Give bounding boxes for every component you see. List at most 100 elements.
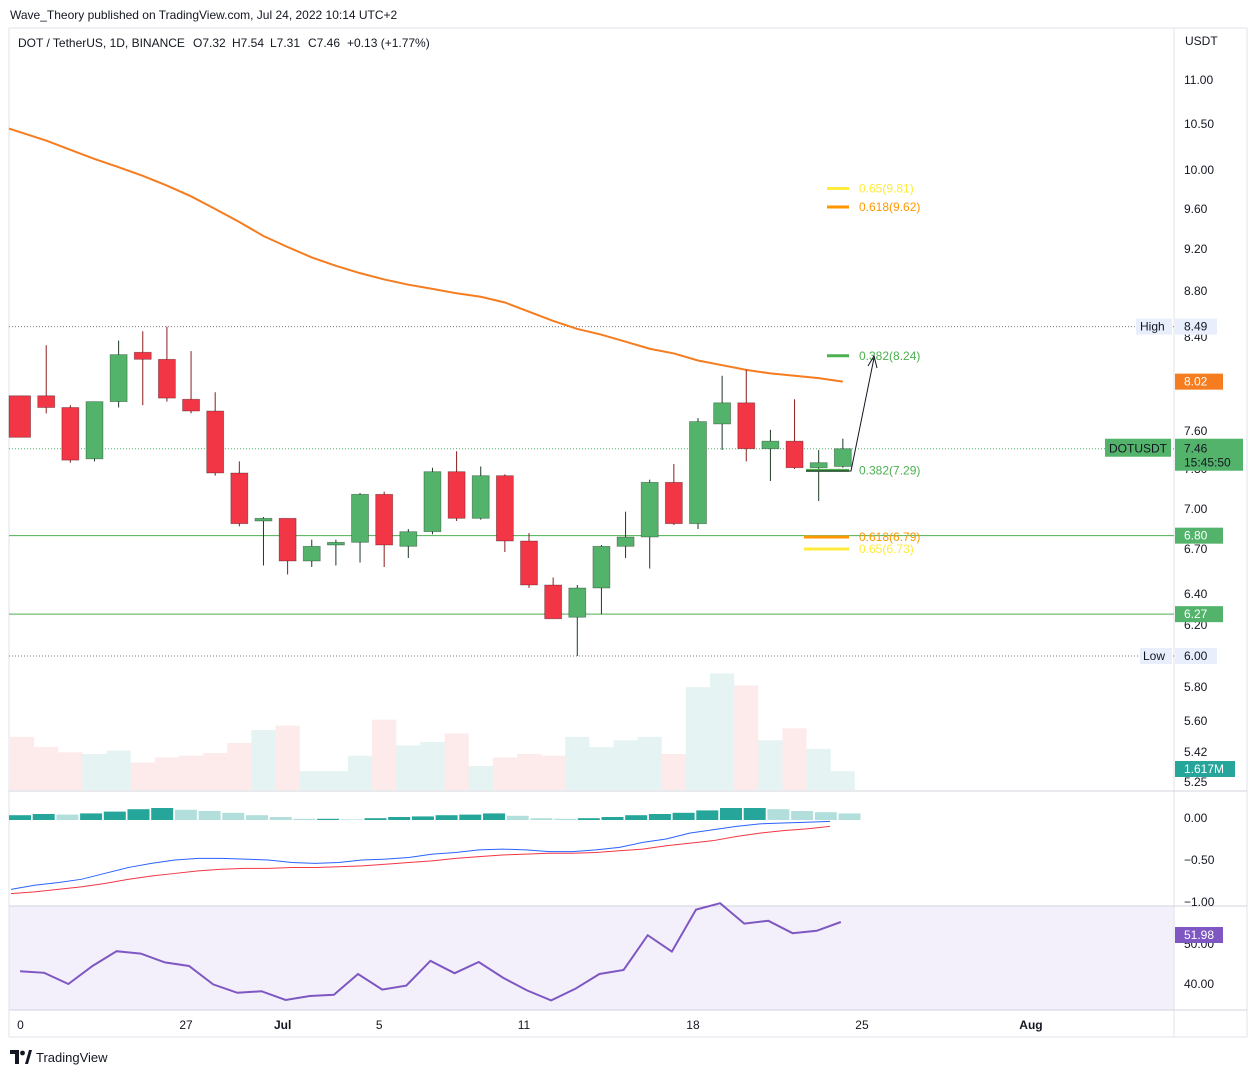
macd-histogram-bar bbox=[388, 817, 411, 820]
candle bbox=[206, 392, 225, 476]
macd-histogram-bar bbox=[269, 817, 292, 820]
volume-bar bbox=[10, 736, 35, 790]
volume-bar bbox=[734, 685, 759, 790]
time-axis-label: 0 bbox=[17, 1018, 24, 1032]
price-tick-label: 9.20 bbox=[1184, 242, 1208, 256]
fib-level-label: 0.382(8.24) bbox=[859, 349, 920, 363]
symbol-badge-bg bbox=[1105, 438, 1171, 457]
moving-average-line bbox=[8, 127, 843, 383]
ohlc-close: C7.46 bbox=[308, 36, 340, 50]
candle-body bbox=[689, 421, 707, 525]
candle bbox=[616, 511, 635, 558]
macd-tick-label: −1.00 bbox=[1184, 895, 1215, 909]
rsi-line bbox=[20, 902, 842, 1002]
candle bbox=[833, 438, 852, 468]
ohlc-high: H7.54 bbox=[232, 36, 264, 50]
candle-body bbox=[399, 531, 418, 547]
candle bbox=[471, 466, 490, 520]
volume-bar bbox=[637, 736, 662, 790]
volume-badge: 1.617M bbox=[1175, 761, 1235, 777]
price-tick-label: 5.80 bbox=[1184, 680, 1208, 694]
price-tick-label: 7.60 bbox=[1184, 424, 1208, 438]
candle bbox=[664, 463, 683, 525]
candle-body bbox=[133, 351, 152, 360]
macd-tick-label: 0.00 bbox=[1184, 811, 1208, 825]
symbol-legend: DOT / TetherUS, 1D, BINANCE O7.32 H7.54 … bbox=[18, 36, 430, 50]
macd-histogram-bar bbox=[103, 811, 126, 820]
volume-bar bbox=[299, 771, 324, 790]
volume-bar bbox=[444, 733, 469, 790]
volume-bar bbox=[130, 762, 155, 790]
candle bbox=[278, 517, 297, 575]
volume-bar bbox=[82, 754, 107, 790]
price-axis-unit: USDT bbox=[1185, 34, 1218, 48]
candle-body bbox=[158, 358, 176, 399]
volume-bar bbox=[396, 745, 421, 790]
time-axis-label: Jul bbox=[274, 1018, 291, 1032]
macd-histogram-bar bbox=[483, 813, 505, 820]
support2-badge-bg bbox=[1175, 606, 1223, 623]
macd-signal-line bbox=[10, 825, 831, 895]
macd-histogram-bar bbox=[435, 815, 458, 820]
time-axis-label: 25 bbox=[855, 1018, 869, 1032]
volume-badge-text: 1.617M bbox=[1184, 762, 1224, 776]
volume-bar bbox=[613, 740, 638, 790]
support1-badge-bg bbox=[1175, 527, 1223, 544]
support1-badge-text: 6.80 bbox=[1184, 529, 1208, 543]
candle bbox=[61, 405, 80, 463]
candle bbox=[85, 401, 104, 462]
macd-histogram-bar bbox=[80, 813, 103, 820]
macd-histogram-bar bbox=[411, 816, 434, 820]
candle bbox=[8, 395, 31, 438]
candle bbox=[737, 369, 756, 462]
macd-histogram-bar bbox=[32, 814, 55, 820]
candle-body bbox=[423, 471, 442, 533]
volume-bar bbox=[34, 747, 59, 790]
low-label-bg bbox=[1140, 648, 1172, 664]
candle bbox=[640, 479, 659, 569]
candle-body bbox=[302, 545, 321, 562]
symbol-title: DOT / TetherUS, 1D, BINANCE bbox=[18, 36, 185, 50]
price-tick-label: 10.50 bbox=[1184, 117, 1214, 131]
macd-histogram-bar bbox=[554, 818, 577, 820]
macd-histogram-bar bbox=[459, 814, 482, 820]
ohlc-change: +0.13 (+1.77%) bbox=[347, 36, 430, 50]
macd-histogram-bar bbox=[577, 818, 600, 820]
fib-layer: 0.65(9.81) 0.618(9.62) 0.382(8.24) 0.382(7.… bbox=[804, 182, 920, 556]
candle-body bbox=[230, 472, 249, 525]
projection-arrow bbox=[806, 354, 878, 472]
macd-histogram-bar bbox=[767, 809, 790, 820]
candle bbox=[520, 533, 538, 588]
volume-bar bbox=[251, 730, 276, 790]
rsi-value-badge: 51.98 bbox=[1175, 927, 1223, 943]
price-tick-label: 5.60 bbox=[1184, 714, 1208, 728]
last-price-text: 7.46 bbox=[1184, 442, 1208, 456]
candle-body bbox=[447, 471, 466, 519]
candle-body bbox=[254, 517, 273, 522]
volume-bar bbox=[203, 753, 228, 790]
ma-value-badge-bg bbox=[1175, 373, 1223, 390]
candle-body bbox=[471, 475, 490, 519]
tradingview-logo[interactable]: TradingView bbox=[10, 1048, 108, 1066]
low-label-text: Low bbox=[1143, 649, 1165, 663]
macd-histogram-bar bbox=[648, 814, 671, 820]
volume-bar bbox=[541, 755, 566, 790]
tradingview-logo-icon bbox=[10, 1050, 32, 1064]
high-label-bg bbox=[1136, 318, 1172, 335]
volume-bar bbox=[154, 757, 179, 790]
volume-bar bbox=[323, 771, 348, 790]
macd-histogram-bar bbox=[127, 809, 150, 820]
fib-level-label: 0.65(6.73) bbox=[859, 542, 914, 556]
candle-body bbox=[544, 584, 563, 620]
time-axis-label: 27 bbox=[179, 1018, 193, 1032]
candle-body bbox=[375, 493, 394, 546]
fib-level-label: 0.65(9.81) bbox=[859, 182, 914, 196]
support2-badge-text: 6.27 bbox=[1184, 607, 1208, 621]
candle-body bbox=[85, 401, 104, 460]
price-tick-label: 7.00 bbox=[1184, 502, 1208, 516]
candle bbox=[254, 517, 273, 566]
volume-bar bbox=[758, 740, 783, 790]
volume-badge-bg bbox=[1175, 761, 1235, 777]
candle bbox=[423, 467, 442, 535]
